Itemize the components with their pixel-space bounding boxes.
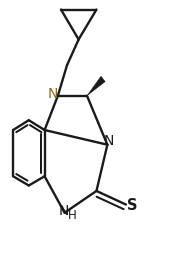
Polygon shape [87, 76, 105, 96]
Text: N: N [59, 204, 70, 218]
Text: S: S [127, 198, 138, 213]
Text: N: N [48, 87, 58, 101]
Text: H: H [68, 209, 76, 222]
Text: N: N [104, 134, 114, 148]
